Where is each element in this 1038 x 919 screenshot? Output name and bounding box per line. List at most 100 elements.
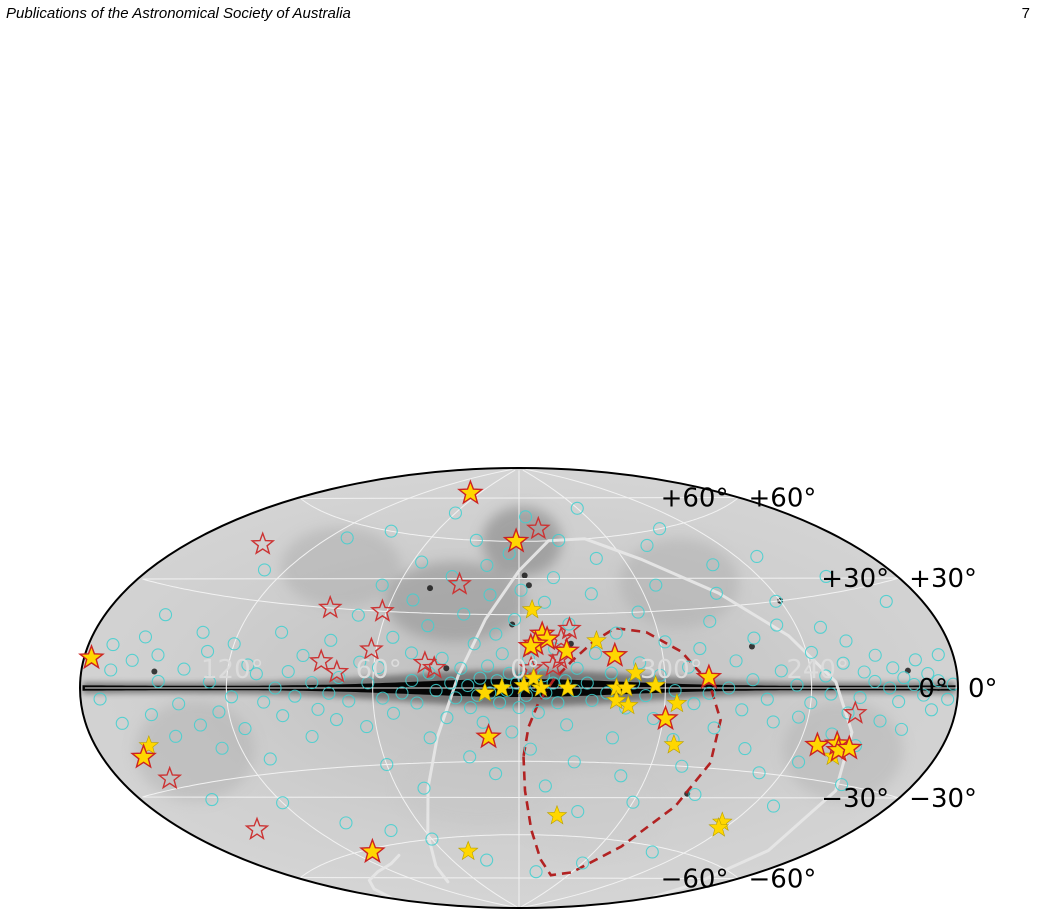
- filled-red-edged-star-marker: [804, 731, 831, 757]
- circle-marker: [305, 729, 319, 744]
- filled-star-marker: [530, 677, 552, 697]
- circle-marker: [410, 696, 424, 710]
- circle-marker: [750, 549, 764, 564]
- filled-star-marker: [521, 598, 543, 619]
- circle-marker: [883, 681, 897, 695]
- circle-marker: [193, 718, 207, 732]
- open-star-marker: [447, 571, 472, 595]
- circle-marker: [384, 524, 398, 538]
- filled-star-marker: [557, 677, 579, 697]
- circle-marker: [454, 661, 468, 675]
- open-star-marker: [370, 598, 395, 622]
- circle-marker: [709, 586, 723, 600]
- circle-marker: [395, 686, 409, 700]
- diffuse-emission: [619, 538, 740, 629]
- circle-marker: [693, 642, 707, 656]
- circle-marker: [892, 695, 906, 709]
- lon-label: 300°: [640, 655, 703, 685]
- all-sky-figure: +60° +60° +30° +30° 0° 0° −30° −30° −60° −60° 120°…: [0, 455, 1038, 919]
- filled-star-marker: [523, 667, 544, 687]
- dashed-contour: [522, 626, 722, 877]
- circle-marker: [257, 695, 271, 709]
- lon-label: 60°: [356, 655, 402, 685]
- open-star-marker: [244, 816, 270, 841]
- circle-marker: [614, 769, 628, 783]
- diffuse-emission: [385, 561, 526, 642]
- filled-red-edged-star-marker: [601, 641, 629, 667]
- circle-marker: [115, 716, 129, 730]
- circle-marker: [589, 551, 603, 565]
- circle-marker: [281, 664, 295, 679]
- circle-marker: [917, 688, 931, 702]
- circle-marker: [853, 690, 867, 705]
- circle-marker: [570, 661, 584, 675]
- circle-marker: [792, 710, 806, 724]
- circle-marker: [340, 531, 354, 545]
- longitude-gridline: [372, 469, 518, 908]
- circle-marker: [567, 755, 581, 769]
- circle-marker: [551, 696, 565, 710]
- circle-marker: [792, 755, 806, 769]
- open-star-marker: [308, 648, 334, 672]
- circle-marker: [469, 533, 483, 547]
- open-star-marker: [317, 594, 343, 619]
- filled-star-marker: [625, 662, 646, 682]
- filled-star-marker: [605, 689, 627, 710]
- circle-marker: [894, 722, 909, 736]
- circle-marker: [722, 681, 736, 695]
- circle-marker: [738, 742, 752, 756]
- dark-source: [427, 585, 434, 592]
- circle-marker: [249, 667, 263, 681]
- circle-marker: [467, 637, 481, 651]
- circle-marker: [104, 663, 118, 677]
- circle-marker: [735, 703, 749, 717]
- circle-marker: [512, 701, 526, 715]
- lon-label: 0°: [510, 655, 540, 685]
- circle-marker: [907, 677, 921, 692]
- longitude-gridline: [520, 469, 666, 908]
- circle-marker: [305, 676, 319, 690]
- circle-marker: [571, 804, 585, 819]
- circle-marker: [493, 696, 507, 710]
- filled-red-edged-star-marker: [457, 479, 484, 505]
- longitude-gridline: [522, 468, 813, 908]
- circle-marker: [841, 706, 855, 720]
- circle-marker: [668, 684, 682, 698]
- circle-marker: [908, 653, 922, 667]
- circle-marker: [645, 845, 659, 859]
- filled-star-marker: [586, 630, 607, 650]
- circle-marker: [804, 645, 818, 659]
- circle-marker: [93, 692, 107, 706]
- circle-marker: [449, 691, 463, 705]
- lat-label-right: 0°: [968, 674, 998, 704]
- circle-marker: [241, 658, 255, 672]
- circle-marker: [275, 625, 289, 639]
- circle-marker: [769, 594, 783, 608]
- circle-marker: [205, 793, 219, 807]
- circle-marker: [332, 670, 346, 685]
- filled-red-edged-star-marker: [695, 663, 723, 689]
- circle-marker: [353, 655, 367, 669]
- axis-labels: +60° +60° +30° +30° 0° 0° −30° −30° −60° −60° 120°…: [201, 483, 998, 894]
- circle-marker: [151, 674, 165, 688]
- circle-marker: [227, 637, 241, 651]
- circle-marker: [489, 627, 503, 641]
- circle-marker: [342, 694, 356, 708]
- circle-marker: [473, 671, 487, 685]
- circle-marker: [675, 759, 689, 773]
- filled-red-edged-star-marker: [130, 743, 157, 769]
- circle-marker: [384, 823, 398, 838]
- filled-red-edged-star-marker: [835, 734, 863, 760]
- page-number: 7: [1021, 5, 1030, 22]
- circle-marker: [766, 715, 780, 729]
- circle-marker: [946, 677, 958, 691]
- open-star-marker: [526, 515, 551, 540]
- circle-marker: [212, 705, 226, 719]
- circle-marker: [406, 593, 420, 607]
- circle-marker: [819, 669, 833, 683]
- circle-marker: [311, 702, 325, 716]
- circle-marker: [760, 692, 774, 706]
- circle-marker: [552, 533, 566, 547]
- circle-marker: [463, 750, 477, 764]
- dark-source: [521, 572, 528, 579]
